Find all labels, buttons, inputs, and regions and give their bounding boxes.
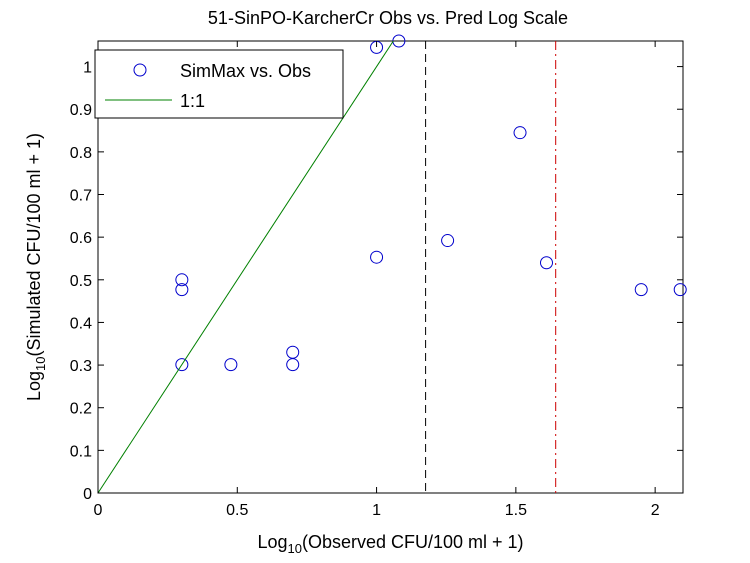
y-tick-label: 0.7 (70, 188, 92, 205)
x-axis-label: Log10(Observed CFU/100 ml + 1) (257, 532, 523, 556)
legend: SimMax vs. Obs 1:1 (94, 49, 344, 119)
y-axis-label-suffix: (Simulated CFU/100 ml + 1) (24, 133, 44, 357)
data-point (370, 250, 384, 264)
x-axis-label-text: Log10(Observed CFU/100 ml + 1) (257, 532, 523, 556)
data-point (286, 345, 300, 359)
x-tick-label: 1.5 (505, 502, 527, 519)
x-axis-label-subscript: 10 (288, 541, 302, 556)
data-point (673, 283, 687, 297)
data-point (224, 358, 238, 372)
x-tick-label: 2 (651, 502, 660, 519)
data-point (175, 358, 189, 372)
y-axis-label-subscript: 10 (33, 357, 48, 371)
x-axis-label-suffix: (Observed CFU/100 ml + 1) (302, 532, 524, 552)
y-tick-label: 0 (83, 486, 92, 503)
y-axis-label: Log10(Simulated CFU/100 ml + 1) (24, 133, 48, 401)
x-axis-label-prefix: Log (257, 532, 287, 552)
y-tick-label: 0.3 (70, 358, 92, 375)
chart-title: 51-SinPO-KarcherCr Obs vs. Pred Log Scal… (208, 8, 568, 28)
data-point (175, 283, 189, 297)
y-axis-label-prefix: Log (24, 371, 44, 401)
axis-ticks: 0 0.5 1 1.5 2 0 0.1 0.2 0.3 0.4 0.5 0.6 0.7 0.8 0.9 1 (70, 41, 683, 519)
x-tick-label: 1 (372, 502, 381, 519)
y-tick-label: 0.2 (70, 401, 92, 418)
data-point (540, 256, 553, 270)
series-line-one-to-one (97, 40, 394, 494)
y-tick-label: 0.4 (70, 315, 92, 332)
data-point (634, 283, 648, 297)
x-tick-label: 0 (94, 502, 103, 519)
x-tick-label: 0.5 (226, 502, 248, 519)
legend-label-scatter: SimMax vs. Obs (180, 61, 311, 81)
y-tick-label: 0.6 (70, 230, 92, 247)
data-point (175, 273, 189, 287)
y-tick-label: 0.9 (70, 102, 92, 119)
y-tick-label: 0.8 (70, 145, 92, 162)
legend-marker-scatter (133, 63, 147, 77)
y-tick-label: 1 (83, 60, 92, 77)
y-tick-label: 0.5 (70, 273, 92, 290)
data-point (441, 234, 455, 248)
legend-box (94, 49, 344, 119)
data-point (513, 126, 527, 140)
y-tick-label: 0.1 (70, 443, 92, 460)
legend-label-line: 1:1 (180, 91, 205, 111)
y-axis-label-text: Log10(Simulated CFU/100 ml + 1) (24, 133, 48, 401)
